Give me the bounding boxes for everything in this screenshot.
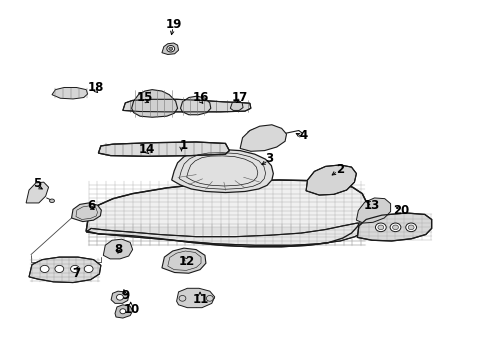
- Ellipse shape: [378, 225, 384, 230]
- Text: 2: 2: [336, 163, 344, 176]
- Polygon shape: [132, 90, 177, 117]
- Polygon shape: [123, 99, 251, 112]
- Ellipse shape: [392, 225, 398, 230]
- Ellipse shape: [169, 47, 172, 50]
- Ellipse shape: [408, 225, 414, 230]
- Text: 4: 4: [299, 129, 308, 142]
- Polygon shape: [230, 101, 243, 111]
- Text: 17: 17: [232, 91, 248, 104]
- Polygon shape: [162, 248, 206, 273]
- Text: 10: 10: [123, 303, 140, 316]
- Polygon shape: [86, 223, 366, 245]
- Ellipse shape: [71, 265, 79, 273]
- Text: 15: 15: [137, 91, 153, 104]
- Polygon shape: [176, 288, 215, 308]
- Text: 18: 18: [88, 81, 104, 94]
- Text: 7: 7: [73, 267, 80, 280]
- Ellipse shape: [84, 265, 93, 273]
- Polygon shape: [86, 180, 366, 247]
- Polygon shape: [306, 165, 356, 195]
- Polygon shape: [356, 198, 391, 223]
- Polygon shape: [111, 291, 129, 303]
- Ellipse shape: [117, 294, 123, 300]
- Polygon shape: [26, 182, 49, 203]
- Text: 19: 19: [166, 18, 182, 31]
- Polygon shape: [172, 149, 273, 193]
- Text: 9: 9: [121, 289, 129, 302]
- Ellipse shape: [55, 265, 64, 273]
- Polygon shape: [52, 87, 88, 99]
- Text: 3: 3: [266, 152, 273, 165]
- Text: 16: 16: [193, 91, 209, 104]
- Text: 1: 1: [180, 139, 188, 152]
- Polygon shape: [357, 213, 432, 241]
- Ellipse shape: [406, 223, 416, 231]
- Text: 20: 20: [393, 204, 410, 217]
- Text: 13: 13: [364, 199, 380, 212]
- Polygon shape: [240, 125, 287, 151]
- Text: 11: 11: [193, 293, 209, 306]
- Polygon shape: [115, 305, 133, 318]
- Text: 12: 12: [178, 255, 195, 268]
- Polygon shape: [162, 43, 178, 54]
- Polygon shape: [103, 239, 133, 259]
- Text: 14: 14: [139, 143, 155, 156]
- Text: 8: 8: [114, 243, 122, 256]
- Ellipse shape: [167, 45, 174, 52]
- Text: 6: 6: [87, 199, 95, 212]
- Polygon shape: [98, 142, 229, 156]
- Ellipse shape: [120, 309, 126, 314]
- Text: 5: 5: [33, 177, 42, 190]
- Polygon shape: [180, 96, 211, 115]
- Ellipse shape: [49, 199, 54, 203]
- Polygon shape: [29, 257, 101, 283]
- Polygon shape: [72, 203, 101, 222]
- Ellipse shape: [375, 223, 386, 231]
- Ellipse shape: [40, 265, 49, 273]
- Ellipse shape: [390, 223, 401, 231]
